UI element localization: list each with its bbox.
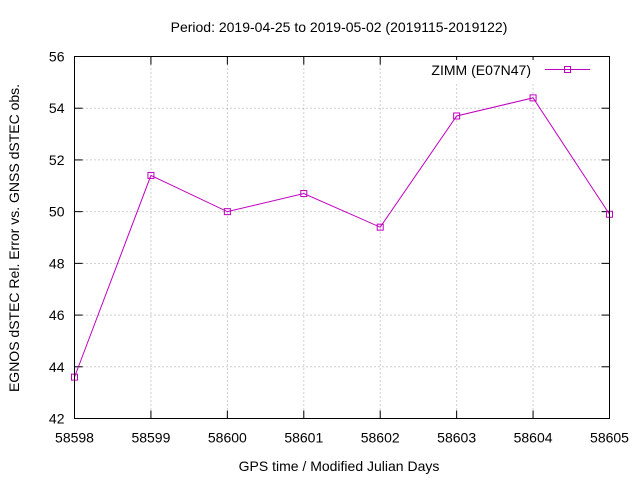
x-tick-label: 58601	[284, 430, 323, 446]
x-tick-label: 58598	[55, 430, 94, 446]
y-tick-label: 46	[49, 307, 65, 323]
data-point	[453, 112, 461, 120]
x-axis-label: GPS time / Modified Julian Days	[239, 458, 440, 474]
y-tick-label: 56	[49, 49, 65, 65]
series-line	[74, 97, 610, 378]
x-tick-label: 58604	[514, 430, 553, 446]
x-tick-label: 58602	[361, 430, 400, 446]
y-tick-label: 42	[49, 411, 65, 427]
x-tick-label: 58605	[590, 430, 629, 446]
y-tick-label: 48	[49, 255, 65, 271]
y-tick-label: 50	[49, 204, 65, 220]
y-tick-label: 52	[49, 152, 65, 168]
legend: ZIMM (E07N47)	[400, 60, 605, 82]
plot-frame	[74, 56, 610, 419]
legend-background	[400, 60, 605, 82]
legend-marker-sample	[564, 66, 571, 73]
data-point	[300, 190, 308, 198]
data-point	[529, 94, 537, 102]
axis-ticks: 42 44 46 48 50 52 54 56 58598 58599 58600 58601 5860…	[49, 49, 629, 446]
y-tick-label: 54	[49, 100, 65, 116]
x-tick-label: 58603	[437, 430, 476, 446]
x-tick-label: 58600	[208, 430, 247, 446]
data-point	[376, 223, 384, 231]
chart-title: Period: 2019-04-25 to 2019-05-02 (201911…	[171, 19, 508, 35]
y-axis-label: EGNOS dSTEC Rel. Error vs. GNSS dSTEC ob…	[6, 84, 22, 392]
grid	[74, 56, 610, 419]
data-point	[147, 171, 155, 179]
data-point	[223, 208, 231, 216]
x-tick-label: 58599	[131, 430, 170, 446]
y-tick-label: 44	[49, 359, 65, 375]
series-layer	[71, 94, 613, 381]
legend-label: ZIMM (E07N47)	[431, 62, 531, 78]
